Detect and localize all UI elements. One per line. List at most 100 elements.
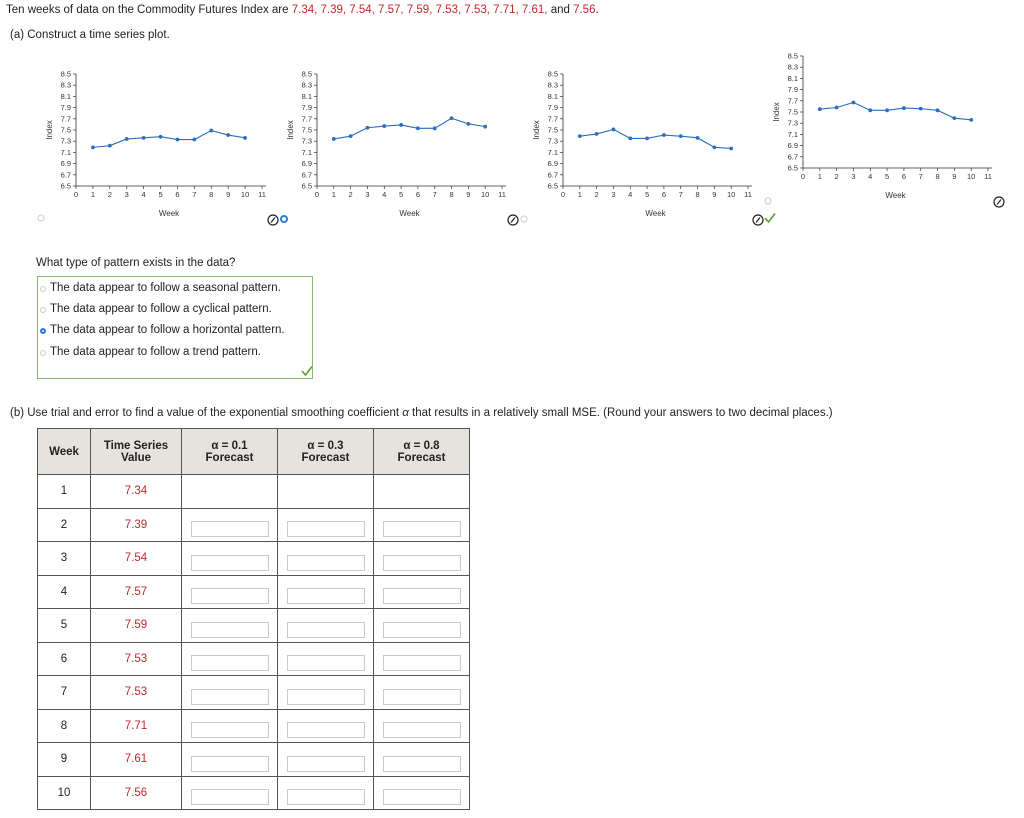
x-tick-label: 5 <box>399 190 403 199</box>
forecast-input-alpha-01[interactable] <box>190 655 269 672</box>
forecast-cell-alpha-03 <box>277 775 374 810</box>
data-point <box>175 137 180 142</box>
choice-seasonal[interactable]: The data appear to follow a seasonal pat… <box>40 282 281 294</box>
info-icon[interactable] <box>507 214 519 226</box>
radio-dot[interactable] <box>40 350 46 356</box>
x-tick-label: 4 <box>382 190 386 199</box>
forecast-input-alpha-08[interactable] <box>382 655 461 672</box>
part-b-text: that results in a relatively small MSE. … <box>408 407 833 419</box>
forecast-input-alpha-08[interactable] <box>382 789 461 806</box>
y-tick-label: 6.7 <box>61 170 71 179</box>
y-tick-label: 7.9 <box>302 103 312 112</box>
forecast-input-alpha-03[interactable] <box>286 688 365 705</box>
forecast-cell-alpha-08 <box>373 641 470 676</box>
info-icon[interactable] <box>752 214 764 226</box>
plot-radio-4[interactable] <box>763 196 773 206</box>
y-tick-label: 7.5 <box>788 108 798 117</box>
time-series-plot-4[interactable]: 8.5 8.3 8.1 7.9 7.7 7.5 7.3 7.1 6.9 6.7 6.50 1 2 3 4 5 6… <box>772 48 1012 208</box>
choice-trend[interactable]: The data appear to follow a trend patter… <box>40 346 261 358</box>
forecast-cell-alpha-01 <box>181 708 278 743</box>
data-point <box>141 135 146 140</box>
forecast-input-alpha-08[interactable] <box>382 588 461 605</box>
data-point <box>91 145 95 150</box>
forecast-input-alpha-01[interactable] <box>190 722 269 739</box>
forecast-table: Week Time Series Value α = 0.1 Forecast α … <box>37 428 470 810</box>
time-series-plot-1[interactable]: 8.5 8.3 8.1 7.9 7.7 7.5 7.3 7.1 6.9 6.7 6.50 1 2 3 4 5 6… <box>44 66 284 226</box>
forecast-input-alpha-03[interactable] <box>286 655 365 672</box>
plot-radio-3[interactable] <box>519 214 529 224</box>
part-b-text: (b) Use trial and error to find a value … <box>10 407 403 419</box>
forecast-input-alpha-03[interactable] <box>286 521 365 538</box>
radio-dot[interactable] <box>40 307 46 313</box>
x-tick-label: 1 <box>818 172 822 181</box>
y-axis-label: Index <box>772 102 781 122</box>
forecast-input-alpha-03[interactable] <box>286 554 365 571</box>
forecast-input-alpha-08[interactable] <box>382 621 461 638</box>
data-point <box>662 133 666 137</box>
radio-dot-selected[interactable] <box>40 328 46 334</box>
forecast-input-alpha-01[interactable] <box>190 521 269 538</box>
info-icon[interactable] <box>267 214 279 226</box>
forecast-input-alpha-03[interactable] <box>286 621 365 638</box>
value-cell: 7.71 <box>90 708 182 743</box>
forecast-input-alpha-03[interactable] <box>286 722 365 739</box>
value-cell: 7.53 <box>90 641 182 676</box>
table-row: 9 7.61 <box>37 742 470 777</box>
y-tick-label: 8.5 <box>788 52 798 61</box>
header-text: Value <box>120 451 152 464</box>
forecast-input-alpha-01[interactable] <box>190 755 269 772</box>
time-series-plot-3[interactable]: 8.5 8.3 8.1 7.9 7.7 7.5 7.3 7.1 6.9 6.7 6.50 1 2 3 4 5 6… <box>530 66 770 226</box>
x-tick-label: 0 <box>801 172 805 181</box>
forecast-input-alpha-08[interactable] <box>382 554 461 571</box>
x-tick-label: 5 <box>885 172 889 181</box>
data-point <box>226 133 231 137</box>
forecast-input-alpha-01[interactable] <box>190 789 269 806</box>
forecast-input-alpha-08[interactable] <box>382 521 461 538</box>
forecast-input-alpha-01[interactable] <box>190 688 269 705</box>
forecast-input-alpha-01[interactable] <box>190 554 269 571</box>
header-text: α = 0.8 <box>403 439 440 452</box>
x-tick-label: 4 <box>628 190 632 199</box>
forecast-input-alpha-08[interactable] <box>382 688 461 705</box>
y-tick-label: 7.7 <box>302 114 312 123</box>
x-tick-label: 10 <box>481 190 489 199</box>
table-row: 2 7.39 <box>37 507 470 542</box>
value-cell: 7.56 <box>90 775 182 810</box>
value-cell: 7.54 <box>90 541 182 576</box>
time-series-plot-2[interactable]: 8.5 8.3 8.1 7.9 7.7 7.5 7.3 7.1 6.9 6.7 6.50 1 2 3 4 5 6… <box>284 66 524 226</box>
forecast-input-alpha-03[interactable] <box>286 588 365 605</box>
forecast-cell-alpha-01 <box>181 608 278 643</box>
radio-dot[interactable] <box>40 286 46 292</box>
header-text: α = 0.1 <box>211 439 248 452</box>
week-cell: 8 <box>37 708 91 743</box>
data-point <box>158 134 163 139</box>
x-tick-label: 8 <box>935 172 939 181</box>
table-row: 6 7.53 <box>37 641 470 676</box>
week-cell: 10 <box>37 775 91 810</box>
question-values: 7.34, 7.39, 7.54, 7.57, 7.59, 7.53, 7.53… <box>291 4 548 16</box>
choice-horizontal[interactable]: The data appear to follow a horizontal p… <box>40 324 285 336</box>
forecast-input-alpha-01[interactable] <box>190 588 269 605</box>
forecast-input-alpha-01[interactable] <box>190 621 269 638</box>
table-row: 4 7.57 <box>37 574 470 609</box>
forecast-cell-alpha-03 <box>277 675 374 710</box>
forecast-input-alpha-08[interactable] <box>382 755 461 772</box>
forecast-input-alpha-03[interactable] <box>286 755 365 772</box>
header-week: Week <box>37 428 91 475</box>
forecast-input-alpha-03[interactable] <box>286 789 365 806</box>
plot-radio-2[interactable] <box>279 214 289 224</box>
forecast-cell-alpha-01 <box>181 574 278 609</box>
info-icon[interactable] <box>993 196 1005 208</box>
x-tick-label: 9 <box>226 190 230 199</box>
y-tick-label: 7.7 <box>61 114 71 123</box>
x-tick-label: 8 <box>695 190 699 199</box>
data-point <box>416 126 420 131</box>
table-row: 1 7.34 <box>37 474 470 509</box>
data-point <box>209 128 214 133</box>
forecast-cell-alpha-03 <box>277 541 374 576</box>
choice-cyclical[interactable]: The data appear to follow a cyclical pat… <box>40 303 272 315</box>
y-axis-label: Index <box>45 120 54 140</box>
forecast-input-alpha-08[interactable] <box>382 722 461 739</box>
plot-radio-1[interactable] <box>36 213 46 223</box>
forecast-cell-alpha-03 <box>277 641 374 676</box>
